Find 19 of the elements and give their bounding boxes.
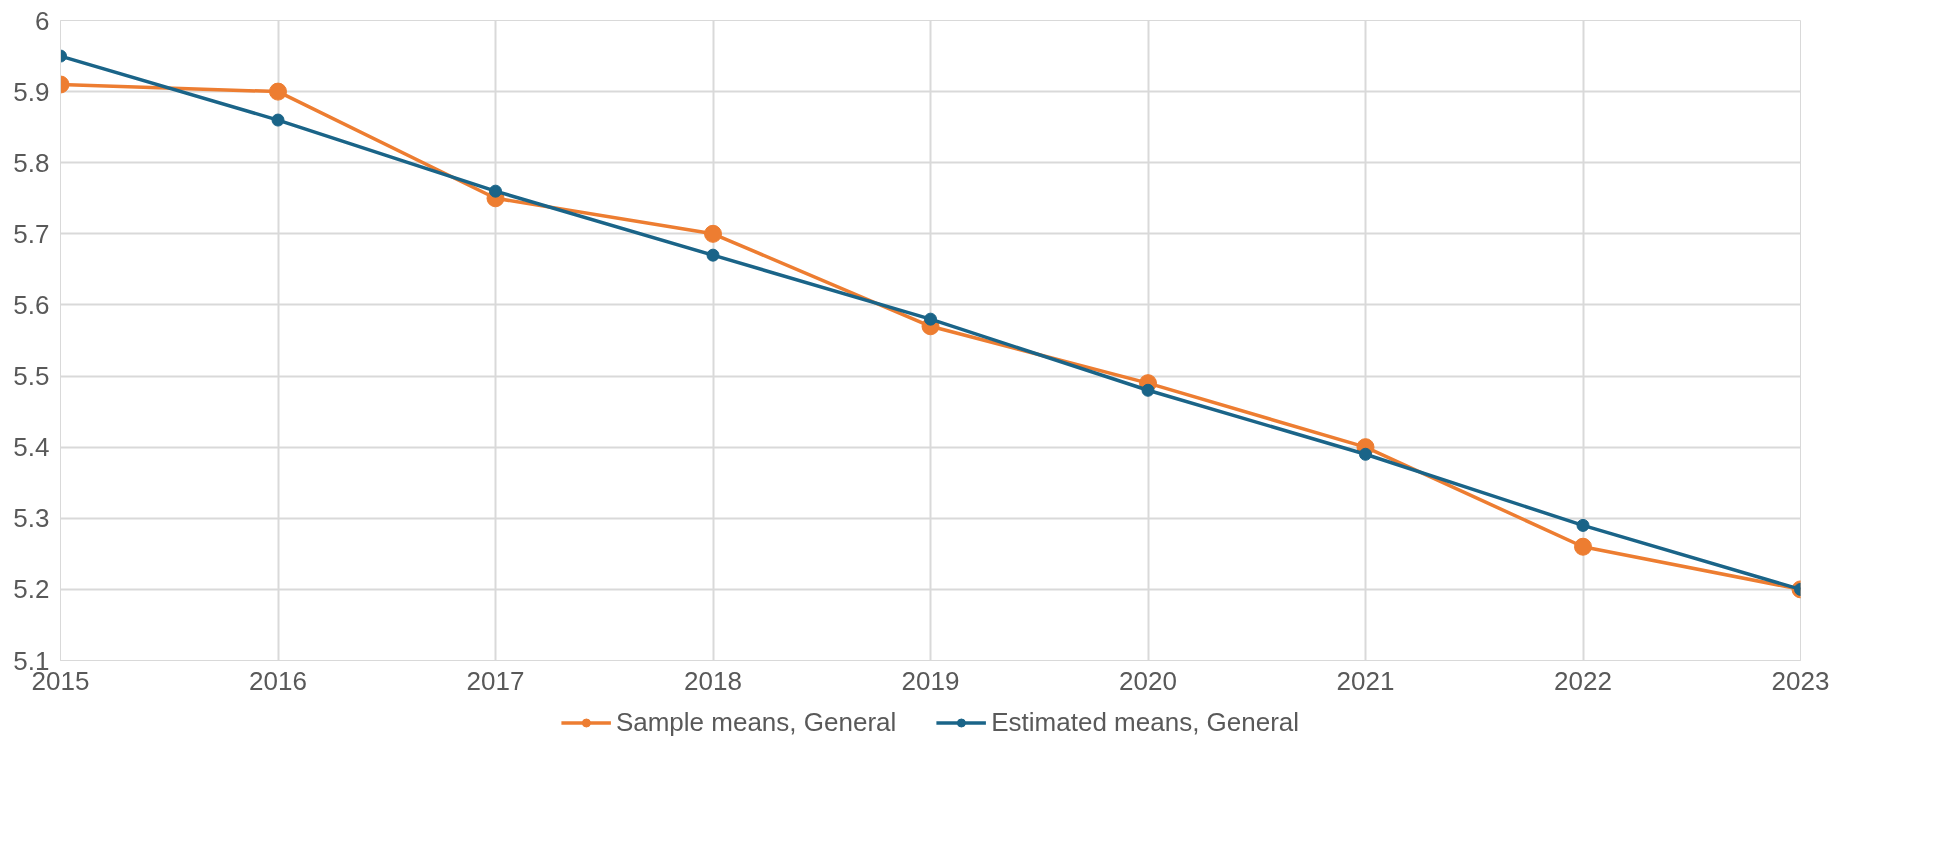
y-tick-label: 5.9 [13, 76, 50, 107]
legend-label: Sample means, General [615, 706, 897, 738]
y-tick-label: 6 [35, 5, 50, 36]
y-tick-label: 5.3 [13, 503, 50, 534]
y-tick-label: 5.7 [13, 218, 50, 249]
x-tick-label: 2023 [1771, 665, 1830, 696]
y-tick-label: 5.8 [13, 147, 50, 178]
y-tick-label: 5.6 [13, 289, 50, 320]
x-tick-label: 2018 [684, 665, 742, 696]
x-tick-label: 2022 [1554, 665, 1612, 696]
y-tick-label: 5.4 [13, 432, 50, 463]
x-tick-label: 2017 [466, 665, 525, 696]
x-tick-label: 2020 [1119, 665, 1177, 696]
x-tick-label: 2019 [901, 665, 960, 696]
x-tick-label: 2016 [249, 665, 307, 696]
y-tick-label: 5.5 [13, 361, 50, 392]
y-tick-label: 5.2 [13, 574, 50, 605]
x-tick-label: 2021 [1336, 665, 1395, 696]
legend-label: Estimated means, General [991, 706, 1300, 738]
